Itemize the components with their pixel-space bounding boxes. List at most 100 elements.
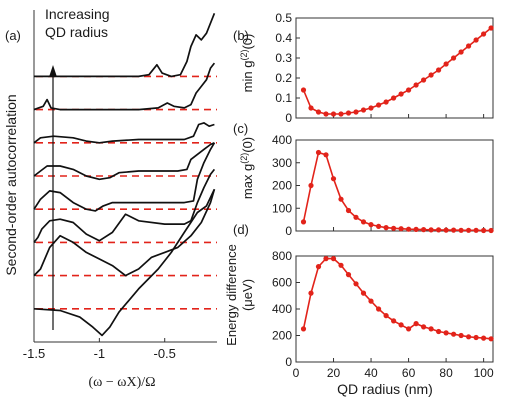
panel-b-data-point [473,37,479,43]
panel-d-data-point [421,324,427,330]
panel-b-data-point [406,87,412,93]
panel-c-series-line [302,151,492,232]
annotation-line-1: Increasing [45,6,110,22]
panel-d-data-point [323,256,329,262]
panel-c-data-point [345,207,352,214]
panel-a-plot: -1.5 -1 -0.5 Increasing QD radius Second-o… [3,6,217,390]
panel-c-data-point [338,196,344,202]
panel-c-ytick-label: 200 [272,179,292,193]
panel-c-data-point [391,225,397,231]
panel-d-data-point [330,256,337,262]
panel-b-ylabel-sup: (2) [239,50,249,61]
panel-b-ytick-label: 0.1 [275,91,292,105]
panel-c-ytick-label: 400 [272,133,292,147]
panel-a-xtick-label: -0.5 [154,346,176,361]
panel-b-data-point [436,67,442,73]
panel-a-baselines [36,75,217,310]
panel-b-data-point [413,82,419,88]
panel-c-data-point [330,176,337,182]
panel-d-xtick-label: 60 [402,366,416,380]
panel-b-data-point [458,49,464,55]
panel-c-data-point [451,227,457,233]
panel-b-data-point [428,72,434,78]
panel-b-data-point [315,109,322,115]
panel-c-data-point [436,227,442,233]
panel-b-ytick-label: 0.2 [275,71,292,85]
panel-label-d: (d) [233,222,249,237]
panel-d-ytick-label: 800 [272,249,292,263]
panel-d-data-point [368,298,374,304]
increasing-arrow-head [49,65,57,77]
panel-c-data-point [428,227,434,233]
panel-b-data-point [345,110,352,116]
panel-b-data-point [323,111,329,117]
panel-a-curve [33,62,216,111]
panel-c-data-point [383,225,389,231]
panel-c-ytick-label: 0 [285,224,292,238]
panel-b-data-point [481,31,487,37]
panel-b-data-point [330,111,337,117]
panel-d-data-point [406,326,412,332]
panel-c-data-point [323,152,329,158]
panel-d-data-point [391,318,397,324]
panel-b-ytick-label: 0.4 [275,31,292,45]
panel-c-data-point [443,227,449,233]
panel-c-plot: 0 100 200 300 400 [272,133,494,238]
panel-b-data-point [360,107,367,113]
panel-c-data-point [300,219,307,225]
panel-d-xtick-label: 20 [327,366,341,380]
panel-d-xtick-label: 100 [474,366,494,380]
panel-b-ylabel: min g(2)(0) [239,34,255,93]
panel-b-ytick-label: 0.3 [275,51,292,65]
panel-d-data-point [451,331,457,337]
panel-c-data-point [421,227,427,233]
panel-b-data-point [353,109,359,115]
panel-b-data-point [376,102,382,108]
panel-d-ytick-label: 200 [272,329,292,343]
panel-d-data-point [315,264,322,270]
panel-c-ytick-label: 300 [272,156,292,170]
panel-b-data-point [368,105,374,111]
panel-a-curve [33,188,216,337]
panel-d-data-point [443,330,449,336]
panel-d-series-line [302,257,492,340]
panel-c-data-point [458,227,464,233]
panel-c-data-point [308,182,314,189]
panel-c-data-point [413,226,419,232]
panel-c-data-point [353,214,359,220]
panel-c-data-point [473,227,479,233]
panel-c-data-point [376,223,382,229]
panel-d-data-point [345,272,352,278]
panel-d-data-point [383,313,389,319]
panel-b-series-line [302,27,492,115]
panel-d-ytick-label: 0 [285,355,292,369]
panel-b-data-point [300,87,307,93]
panel-b-data-point [466,43,472,49]
panel-b-ylabel-main: min g [240,61,255,93]
panel-c-data-point [481,227,487,234]
panel-d-xtick-label: 40 [364,366,378,380]
panel-b-data-point [398,91,404,97]
panel-b-data-point [443,61,449,67]
panel-c-ylabel-end: (0) [240,137,255,153]
panel-c-ylabel-main: max g [240,164,255,199]
panel-c-data-point [466,227,472,233]
panel-a-curve [33,142,215,181]
panel-b-data-point [383,99,389,105]
panel-b-frame [295,17,494,119]
panel-d-xtick-label: 0 [293,366,300,380]
panel-label-c: (c) [233,121,248,136]
panel-b-data-point [451,55,457,61]
panel-c-ylabel: max g(2)(0) [239,137,255,199]
panel-d-data-point [376,306,382,312]
panel-d-data-point [338,262,344,268]
panel-d-data-point [300,326,307,332]
panel-c-data-point [488,227,494,234]
panel-d-data-point [353,281,359,287]
panel-d-frame [295,255,494,363]
panel-b-ytick-label: 0.5 [275,11,292,25]
panel-c-data-point [360,219,367,225]
panel-d-data-point [398,322,404,328]
panel-c-data-point [368,222,374,228]
panel-d-data-point [481,335,487,341]
